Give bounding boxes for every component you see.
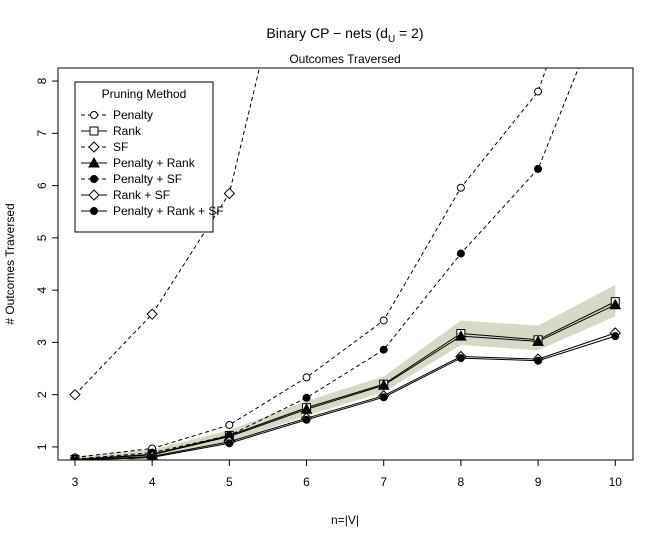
legend-title: Pruning Method (102, 87, 187, 101)
x-tick-label: 7 (380, 475, 387, 489)
point (456, 249, 465, 258)
legend-marker (88, 141, 100, 153)
confidence-band (74, 284, 616, 460)
point (456, 354, 465, 363)
legend-marker (90, 175, 98, 183)
chart-subtitle: Outcomes Traversed (289, 52, 400, 66)
plot-area (69, 68, 622, 460)
plot-frame (57, 67, 634, 461)
y-tick-label: 1 (35, 443, 49, 450)
point (69, 388, 81, 401)
title-subscript: U (388, 34, 395, 45)
point (455, 330, 467, 341)
y-tick-label: 8 (35, 77, 49, 84)
point (379, 345, 388, 354)
x-tick-label: 9 (535, 475, 542, 489)
legend-label: SF (113, 140, 128, 154)
point (611, 332, 620, 341)
series-line (74, 68, 260, 396)
legend-marker (88, 156, 100, 168)
point (456, 183, 465, 192)
y-axis-label: # Outcomes Traversed (3, 203, 17, 324)
series-line (74, 68, 547, 458)
y-tick-label: 3 (35, 339, 49, 346)
chart-title: Binary CP − nets (dU = 2) (266, 25, 423, 45)
point (534, 356, 543, 365)
series-line (75, 332, 616, 460)
y-tick-label: 4 (35, 286, 49, 293)
series-line (74, 304, 616, 460)
x-tick-label: 6 (303, 475, 310, 489)
legend-marker (90, 207, 98, 215)
legend-label: Penalty (113, 108, 153, 122)
series-line (86, 335, 616, 460)
x-axis-label: n=|V| (331, 513, 359, 527)
point (302, 415, 311, 424)
point (223, 187, 236, 200)
legend-marker (90, 111, 98, 119)
series-line (74, 68, 580, 460)
point (302, 393, 311, 402)
legend-label: Rank (113, 124, 142, 138)
x-tick-label: 4 (149, 475, 156, 489)
legend-box (74, 81, 214, 233)
legend-label: Penalty + Rank + SF (113, 204, 224, 218)
point (609, 298, 622, 310)
point (225, 420, 234, 429)
y-tick-label: 5 (35, 234, 49, 241)
point (534, 164, 543, 173)
point (379, 316, 388, 325)
legend-label: Penalty + SF (113, 172, 182, 186)
point (302, 373, 311, 382)
x-tick-label: 3 (72, 475, 79, 489)
point (71, 457, 79, 460)
title-part: = 2) (395, 25, 423, 41)
title-part: Binary CP − nets (d (266, 25, 388, 41)
point (146, 308, 158, 320)
point (148, 453, 157, 460)
y-tick-label: 2 (35, 391, 49, 398)
legend-label: Rank + SF (113, 188, 170, 202)
x-tick-label: 5 (226, 475, 233, 489)
point (379, 393, 388, 402)
point (532, 335, 544, 346)
x-tick-label: 8 (458, 475, 465, 489)
point (377, 379, 390, 390)
legend-label: Penalty + Rank (113, 156, 196, 170)
legend-marker (89, 126, 99, 136)
y-tick-label: 7 (35, 130, 49, 137)
series-line (74, 301, 616, 460)
point (225, 439, 234, 448)
x-tick-label: 10 (609, 475, 623, 489)
y-tick-label: 6 (35, 182, 49, 189)
legend-marker (88, 189, 100, 201)
point (534, 87, 543, 96)
